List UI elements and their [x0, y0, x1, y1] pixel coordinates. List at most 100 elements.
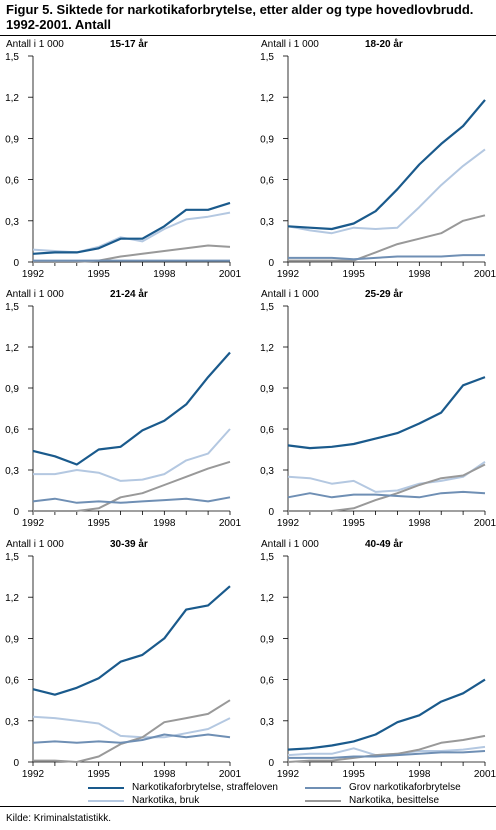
series-line-grov	[288, 254, 485, 261]
chart-panel-2: Antall i 1 000 18-20 år 0 0,3 0,6 0,9 1,2 1,5 19…	[260, 38, 496, 280]
series-line-besittelse	[288, 214, 486, 262]
y-tick-label: 0,9	[260, 634, 274, 645]
y-tick-label: 1,2	[5, 93, 19, 104]
source-note: Kilde: Kriminalstatistikk.	[6, 813, 112, 824]
y-tick-label: 0,3	[260, 717, 274, 728]
y-tick-label: 0,9	[5, 384, 19, 395]
series-line-straffeloven	[32, 201, 231, 255]
figure-title: Figur 5. Siktede for narkotikaforbrytels…	[6, 2, 474, 32]
series-line-straffeloven	[287, 99, 486, 231]
y-tick-label: 0	[268, 507, 274, 518]
x-tick-label: 1992	[277, 518, 300, 529]
y-tick-label: 0,6	[260, 176, 274, 187]
x-tick-label: 1998	[153, 769, 176, 780]
legend-label-grov: Grov narkotikaforbrytelse	[349, 782, 461, 793]
x-tick-label: 2001	[219, 269, 242, 280]
y-tick-label: 1,2	[260, 343, 274, 354]
y-tick-label: 0,6	[260, 676, 274, 687]
x-tick-label: 1998	[153, 269, 176, 280]
series-line-besittelse	[33, 460, 231, 512]
x-tick-label: 1995	[88, 269, 111, 280]
x-tick-label: 1998	[408, 518, 431, 529]
y-tick-label: 1,5	[260, 552, 274, 563]
x-tick-label: 1995	[343, 269, 366, 280]
series-line-grov	[32, 496, 231, 504]
legend-label-bruk: Narkotika, bruk	[132, 795, 200, 806]
series-line-bruk	[287, 460, 486, 493]
x-tick-label: 1992	[277, 769, 300, 780]
y-tick-label: 0,9	[5, 134, 19, 145]
series-line-straffeloven	[287, 678, 486, 751]
x-tick-label: 2001	[474, 269, 496, 280]
legend-label-besittelse: Narkotika, besittelse	[349, 795, 440, 806]
x-tick-label: 1992	[277, 269, 300, 280]
legend-label-straffeloven: Narkotikaforbrytelse, straffeloven	[132, 782, 278, 793]
legend-swatch-grov	[305, 787, 341, 789]
chart-panel-1: Antall i 1 000 15-17 år 0 0,3 0,6 0,9 1,2 1,5 19…	[5, 38, 241, 280]
x-tick-label: 2001	[474, 769, 496, 780]
y-tick-label: 0,6	[5, 176, 19, 187]
y-tick-label: 1,2	[5, 593, 19, 604]
y-tick-label: 1,5	[5, 552, 19, 563]
y-axis-label: Antall i 1 000	[261, 289, 319, 300]
y-tick-label: 0	[268, 258, 274, 269]
panel-title: 18-20 år	[365, 38, 403, 50]
y-tick-label: 0,3	[5, 466, 19, 477]
x-tick-label: 2001	[219, 518, 242, 529]
series-line-besittelse	[288, 463, 486, 512]
series-line-grov	[287, 490, 486, 499]
x-tick-label: 1992	[22, 518, 45, 529]
x-tick-label: 1995	[343, 769, 366, 780]
x-tick-label: 1998	[408, 769, 431, 780]
x-tick-label: 1995	[343, 518, 366, 529]
y-tick-label: 0,6	[5, 676, 19, 687]
y-axis-label: Antall i 1 000	[6, 289, 64, 300]
panel-title: 30-39 år	[110, 538, 148, 550]
y-tick-label: 0,3	[5, 217, 19, 228]
y-tick-label: 0,9	[260, 384, 274, 395]
chart-panel-6: Antall i 1 000 40-49 år 0 0,3 0,6 0,9 1,2 1,5 19…	[260, 538, 496, 780]
y-tick-label: 0,6	[5, 425, 19, 436]
chart-panel-4: Antall i 1 000 25-29 år 0 0,3 0,6 0,9 1,2 1,5 19…	[260, 288, 496, 529]
x-tick-label: 1995	[88, 518, 111, 529]
x-tick-label: 2001	[474, 518, 496, 529]
series-line-besittelse	[287, 734, 486, 763]
y-tick-label: 0	[13, 758, 19, 769]
legend-swatch-besittelse	[305, 800, 341, 802]
y-tick-label: 0	[268, 758, 274, 769]
series-line-besittelse	[33, 244, 231, 263]
y-tick-label: 1,2	[260, 593, 274, 604]
series-line-bruk	[33, 428, 231, 482]
chart-panel-5: Antall i 1 000 30-39 år 0 0,3 0,6 0,9 1,2 1,5 19…	[5, 538, 241, 780]
legend-swatch-bruk	[88, 800, 124, 802]
panel-title: 15-17 år	[110, 38, 148, 50]
series-line-straffeloven	[32, 585, 231, 696]
y-axis-label: Antall i 1 000	[6, 39, 64, 50]
chart-panel-3: Antall i 1 000 21-24 år 0 0,3 0,6 0,9 1,2 1,5 19…	[5, 288, 241, 529]
panel-title: 25-29 år	[365, 288, 403, 300]
x-tick-label: 1998	[408, 269, 431, 280]
x-tick-label: 2001	[219, 769, 242, 780]
y-tick-label: 0	[13, 258, 19, 269]
y-tick-label: 0,9	[5, 634, 19, 645]
series-line-grov	[32, 733, 231, 744]
y-tick-label: 1,5	[5, 302, 19, 313]
bottom-rule	[0, 806, 496, 807]
y-tick-label: 0,9	[260, 134, 274, 145]
x-tick-label: 1995	[88, 769, 111, 780]
y-tick-label: 1,2	[5, 343, 19, 354]
series-line-bruk	[32, 715, 231, 739]
panel-title: 40-49 år	[365, 538, 403, 550]
y-tick-label: 0,3	[260, 466, 274, 477]
y-axis-label: Antall i 1 000	[261, 39, 319, 50]
legend-swatch-straffeloven	[88, 787, 124, 789]
y-tick-label: 1,2	[260, 93, 274, 104]
y-tick-label: 0,3	[260, 217, 274, 228]
panel-title: 21-24 år	[110, 288, 148, 300]
y-tick-label: 1,5	[260, 52, 274, 63]
series-line-bruk	[287, 148, 486, 235]
x-tick-label: 1992	[22, 769, 45, 780]
x-tick-label: 1998	[153, 518, 176, 529]
y-tick-label: 0,6	[260, 425, 274, 436]
